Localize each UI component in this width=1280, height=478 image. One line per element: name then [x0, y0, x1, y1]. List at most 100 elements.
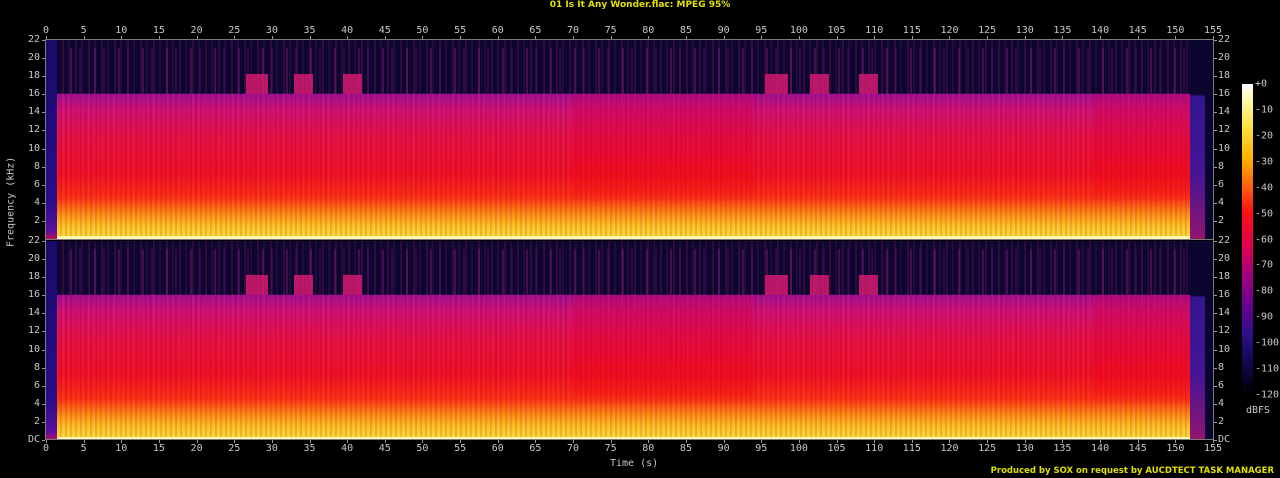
spectrogram-channel-2	[46, 241, 1213, 440]
y-tickmark	[42, 58, 45, 60]
y-tick-label-left: 6	[33, 178, 40, 190]
quieter-section	[1092, 94, 1191, 204]
y-tickmark	[1214, 112, 1217, 114]
x-tickmark	[798, 36, 800, 39]
y-tick-label-left: 2	[33, 415, 40, 427]
x-tickmark	[798, 440, 800, 443]
x-tick-label-bottom: 60	[491, 443, 504, 454]
y-tick-label-left: 10	[27, 142, 40, 154]
x-tick-label-bottom: 85	[679, 443, 692, 454]
channel-separator	[45, 239, 1214, 240]
x-tickmark	[196, 36, 198, 39]
y-tickmark	[1214, 385, 1217, 387]
x-tick-label-bottom: 30	[265, 443, 278, 454]
x-tick-label-top: 50	[416, 25, 429, 36]
x-tickmark	[271, 440, 273, 443]
y-tick-label-right: 12	[1218, 124, 1231, 136]
x-tickmark	[271, 36, 273, 39]
x-tick-label-bottom: 145	[1128, 443, 1147, 454]
x-tickmark	[347, 36, 349, 39]
y-tick-label-left: DC	[27, 434, 40, 445]
x-tickmark	[460, 440, 462, 443]
hf-burst	[343, 275, 363, 296]
x-tickmark	[761, 36, 763, 39]
x-tickmark	[874, 440, 876, 443]
y-tick-label-right: 12	[1218, 325, 1231, 337]
y-tickmark	[1214, 241, 1217, 242]
x-tickmark	[309, 36, 311, 39]
x-tick-label-top: 30	[265, 25, 278, 36]
hf-burst	[765, 74, 788, 95]
x-tickmark	[1137, 36, 1139, 39]
x-tickmark	[836, 440, 838, 443]
chart-title: 01 Is It Any Wonder.flac: MPEG 95%	[549, 0, 731, 10]
colorbar-tick-label: -30	[1255, 156, 1274, 168]
colorbar-tick-label: -100	[1255, 337, 1280, 349]
x-tick-label-bottom: 100	[789, 443, 808, 454]
x-tick-label-top: 15	[152, 25, 165, 36]
y-tickmark	[42, 313, 45, 315]
x-tickmark	[911, 36, 913, 39]
y-tickmark	[42, 112, 45, 114]
x-tick-label-bottom: 45	[378, 443, 391, 454]
y-tick-label-right: 18	[1218, 271, 1231, 283]
x-tick-label-bottom: 95	[755, 443, 768, 454]
x-tick-label-bottom: 75	[604, 443, 617, 454]
y-tick-label-left: 12	[27, 325, 40, 337]
x-tick-label-bottom: 90	[717, 443, 730, 454]
x-tickmark	[535, 440, 537, 443]
quieter-section	[1092, 295, 1191, 405]
y-tickmark	[1214, 277, 1217, 279]
x-tick-label-top: 110	[865, 25, 884, 36]
x-tickmark	[987, 36, 989, 39]
y-tickmark	[42, 94, 45, 96]
x-tick-label-bottom: 35	[303, 443, 316, 454]
colorbar	[1242, 84, 1253, 395]
y-tickmark	[1214, 259, 1217, 261]
y-tickmark	[42, 259, 45, 261]
y-tick-label-right: 10	[1218, 142, 1231, 154]
y-tick-label-right: 4	[1218, 397, 1225, 409]
x-tick-label-bottom: 20	[190, 443, 203, 454]
y-tick-label-left: 12	[27, 124, 40, 136]
x-tickmark	[196, 440, 198, 443]
x-tickmark	[685, 36, 687, 39]
y-tickmark	[1214, 220, 1217, 222]
x-tickmark	[1213, 36, 1214, 39]
x-tick-label-top: 125	[978, 25, 997, 36]
y-tick-label-left: 18	[27, 70, 40, 82]
y-tick-label-right: 18	[1218, 70, 1231, 82]
x-tick-label-top: 5	[80, 25, 87, 36]
x-tick-label-bottom: 40	[341, 443, 354, 454]
x-tickmark	[836, 36, 838, 39]
y-tick-label-left: 16	[27, 88, 40, 100]
x-tick-label-top: 80	[642, 25, 655, 36]
y-tickmark	[1214, 40, 1217, 41]
colorbar-tick-label: -80	[1255, 285, 1274, 297]
y-tick-label-left: 4	[33, 397, 40, 409]
y-tickmark	[1214, 349, 1217, 351]
x-tick-label-top: 90	[717, 25, 730, 36]
x-tickmark	[1062, 440, 1064, 443]
hf-burst	[859, 275, 878, 296]
spectrogram-channel-1	[46, 40, 1213, 239]
x-tick-label-top: 95	[755, 25, 768, 36]
y-tick-label-right: 6	[1218, 178, 1225, 190]
x-tick-label-top: 75	[604, 25, 617, 36]
y-tick-label-right: 14	[1218, 307, 1231, 319]
x-tick-label-top: 120	[940, 25, 959, 36]
x-tick-label-bottom: 15	[152, 443, 165, 454]
colorbar-tick-label: -90	[1255, 311, 1274, 323]
hf-burst	[294, 275, 314, 296]
plot-frame	[45, 39, 1214, 440]
y-tick-label-right: 22	[1218, 34, 1231, 45]
x-tick-label-bottom: 50	[416, 443, 429, 454]
hf-burst	[245, 275, 269, 296]
x-tick-label-bottom: 135	[1053, 443, 1072, 454]
hf-burst	[765, 275, 788, 296]
y-tick-label-right: 2	[1218, 415, 1225, 427]
y-tick-label-left: 22	[27, 34, 40, 45]
y-tickmark	[42, 241, 45, 242]
x-tickmark	[987, 440, 989, 443]
x-tickmark	[46, 440, 47, 443]
